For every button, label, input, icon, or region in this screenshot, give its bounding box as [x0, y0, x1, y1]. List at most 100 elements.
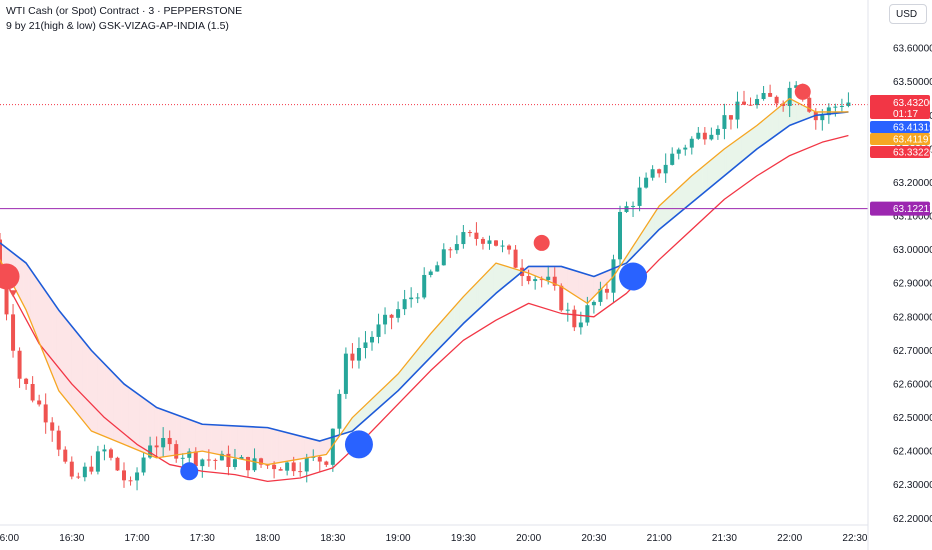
ma-cloud-segment — [280, 430, 283, 463]
ma-cloud-segment — [530, 266, 533, 275]
ma-cloud-segment — [276, 429, 279, 464]
candle-body — [409, 297, 414, 300]
ma-cloud-segment — [563, 267, 566, 290]
ma-cloud-segment — [67, 320, 70, 405]
candle-body — [507, 245, 512, 250]
x-tick-label: 20:00 — [516, 533, 541, 544]
ma-cloud-segment — [528, 266, 531, 275]
ma-cloud-segment — [715, 154, 718, 183]
candle-body — [206, 459, 211, 461]
ma-cloud-segment — [652, 212, 655, 237]
ma-cloud-segment — [637, 236, 640, 252]
candle-body — [742, 101, 746, 105]
ma-cloud-segment — [354, 413, 357, 430]
candle-body — [102, 449, 107, 452]
fast-ma-line — [0, 97, 849, 466]
candle-body — [435, 265, 440, 272]
ma-cloud-segment — [567, 268, 570, 293]
ma-cloud-segment — [463, 294, 466, 324]
candle-body — [735, 101, 740, 120]
candle-body — [43, 404, 48, 423]
ma-cloud-segment — [393, 375, 396, 395]
ma-cloud-segment — [765, 116, 768, 143]
ma-cloud-segment — [535, 266, 538, 277]
ma-cloud-segment — [604, 271, 607, 286]
ma-cloud-segment — [145, 399, 148, 455]
ma-cloud-segment — [239, 426, 242, 460]
candle-body — [108, 449, 113, 458]
candle-body — [252, 458, 257, 471]
ma-cloud-segment — [432, 328, 436, 355]
ma-cloud-segment — [459, 299, 462, 328]
ma-cloud-segment — [452, 306, 455, 335]
ma-cloud-segment — [150, 402, 153, 457]
ma-cloud-segment — [794, 100, 797, 124]
ma-cloud-segment — [498, 263, 501, 292]
ma-cloud-segment — [493, 263, 496, 296]
indicator-title[interactable]: 9 by 21(high & low) GSK-VIZAG-AP-INDIA (… — [6, 20, 229, 32]
ma-cloud-segment — [659, 203, 662, 230]
candle-body — [539, 279, 544, 281]
ma-cloud-segment — [761, 120, 764, 146]
ma-cloud-segment — [217, 425, 220, 455]
candle-body — [37, 400, 42, 405]
candle-body — [657, 169, 662, 174]
ma-cloud-segment — [180, 416, 183, 455]
ma-cloud-segment — [422, 341, 425, 367]
ma-cloud-segment — [269, 428, 272, 465]
ma-cloud-segment — [454, 304, 457, 333]
candle-body — [755, 99, 760, 106]
ma-cloud-segment — [54, 303, 57, 386]
ma-cloud-segment — [532, 266, 536, 276]
ma-cloud-segment — [293, 434, 296, 461]
ma-cloud-segment — [402, 365, 405, 387]
ma-cloud-segment — [274, 429, 277, 464]
ma-cloud-segment — [182, 417, 185, 454]
sell-signal-marker — [533, 234, 550, 251]
ma-cloud-segment — [541, 266, 544, 280]
ma-cloud-segment — [313, 439, 316, 457]
ma-cloud-segment — [550, 266, 553, 283]
y-tick-label: 63.10000 — [893, 212, 932, 223]
ma-cloud-segment — [480, 276, 483, 308]
ma-cloud-segment — [783, 102, 786, 131]
ma-cloud-segment — [778, 105, 781, 134]
candle-body — [272, 464, 277, 470]
ma-price-badge — [870, 121, 930, 133]
ma-cloud-segment — [356, 411, 359, 428]
ma-cloud-segment — [720, 150, 723, 180]
ma-cloud-segment — [561, 266, 564, 288]
candle-body — [467, 232, 472, 234]
candle-body — [748, 104, 753, 106]
ma-cloud-segment — [241, 426, 244, 460]
ma-cloud-segment — [744, 133, 747, 160]
candle-body — [239, 456, 244, 460]
y-tick-label: 62.80000 — [893, 312, 932, 323]
ma-cloud-segment — [478, 278, 481, 310]
x-tick-label: 16:30 — [59, 533, 84, 544]
ma-cloud-segment — [78, 334, 81, 418]
candle-body — [50, 422, 55, 431]
ma-cloud-segment — [243, 426, 246, 461]
ma-cloud-segment — [445, 313, 449, 342]
currency-button[interactable]: USD — [889, 4, 927, 24]
candle-body — [396, 309, 401, 318]
ma-cloud-segment — [400, 368, 403, 389]
symbol-title[interactable]: WTI Cash (or Spot) Contract · 3 · PEPPER… — [6, 5, 243, 17]
ma-cloud-segment — [389, 380, 392, 399]
ma-cloud-segment — [667, 195, 671, 223]
y-tick-label: 62.70000 — [893, 346, 932, 357]
sell-signal-marker — [0, 263, 20, 290]
candle-body — [833, 106, 838, 108]
x-tick-label: 19:30 — [451, 533, 476, 544]
ma-cloud-segment — [363, 405, 366, 422]
candle-body — [722, 115, 727, 129]
ma-cloud-segment — [139, 394, 142, 452]
ma-cloud-segment — [352, 415, 355, 431]
ma-cloud-segment — [376, 392, 379, 410]
ma-cloud-segment — [591, 275, 594, 299]
ma-cloud-segment — [34, 275, 37, 337]
ma-cloud-segment — [30, 269, 33, 327]
ma-cloud-segment — [117, 377, 120, 443]
